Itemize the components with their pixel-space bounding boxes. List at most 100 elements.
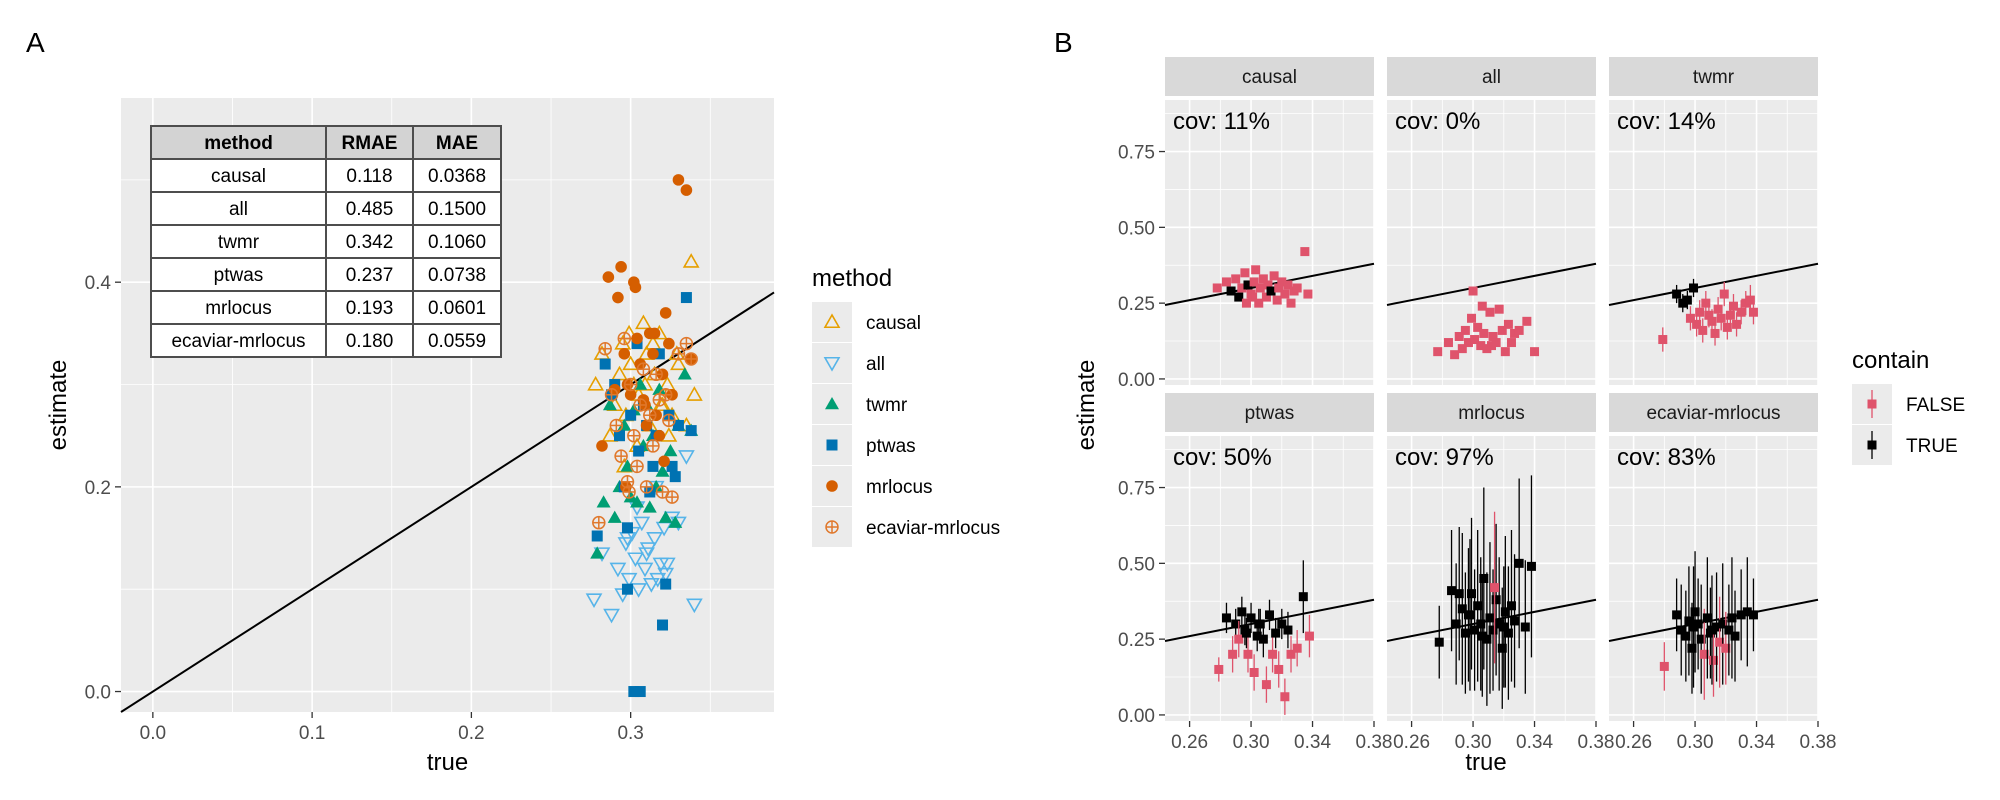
point-all [657, 567, 675, 583]
point [1500, 347, 1510, 357]
circle-plus-icon [825, 520, 839, 534]
point-all [685, 598, 703, 614]
facet-strip-label: all [1482, 67, 1501, 88]
y-tick-label: 0.75 [1118, 143, 1155, 164]
point [1715, 637, 1725, 647]
point-ecaviar-mrlocus [633, 398, 647, 412]
table-cell: ecaviar-mrlocus [171, 331, 305, 352]
point [1212, 283, 1222, 293]
point-all [633, 516, 651, 532]
point [1252, 631, 1262, 641]
point [1530, 347, 1540, 357]
point [1298, 592, 1308, 602]
point [1237, 283, 1247, 293]
x-tick-label: 0.38 [1578, 732, 1615, 753]
table-cell: 0.485 [346, 199, 394, 220]
data-points [585, 174, 703, 698]
x-tick-label: 0.30 [1233, 732, 1270, 753]
table-cell: 0.1500 [428, 199, 486, 220]
coverage-label: cov: 83% [1617, 444, 1716, 471]
facet-background [1387, 436, 1596, 721]
point [1491, 595, 1501, 605]
point [1457, 344, 1467, 354]
point [1451, 619, 1461, 629]
point-mrlocus [647, 348, 659, 360]
point-mrlocus [653, 429, 666, 442]
y-axis-title: estimate [45, 360, 72, 451]
point-ptwas [660, 578, 672, 590]
point [1485, 613, 1495, 623]
point-twmr [602, 398, 617, 411]
point [1434, 637, 1444, 647]
point [1246, 613, 1256, 623]
panel-a-chart: method RMAE MAE causal 0.118 0.0368 all 0.485 0.… [45, 98, 775, 776]
point-all [658, 557, 676, 573]
point [1237, 607, 1247, 617]
point-ecaviar-mrlocus [649, 367, 663, 382]
point-twmr [630, 495, 645, 508]
facet-strip-label: ptwas [1245, 403, 1295, 424]
point [1274, 283, 1284, 293]
point [1497, 325, 1507, 335]
point-causal [685, 386, 703, 401]
open-triangle-up-icon [823, 313, 841, 329]
point [1506, 338, 1516, 348]
point [1742, 607, 1752, 617]
point [1231, 619, 1241, 629]
x-axis: 0.0 0.1 0.2 0.3 [140, 712, 644, 744]
point [1499, 622, 1509, 632]
panel-b-label: B [1054, 27, 1073, 58]
point [1243, 280, 1253, 290]
point-all [585, 593, 603, 609]
x-tick-label: 0.34 [1516, 732, 1553, 753]
point-ptwas [672, 419, 684, 431]
point [1248, 292, 1258, 302]
point [1261, 292, 1271, 302]
point [1454, 589, 1464, 599]
point [1689, 283, 1699, 293]
point [1272, 295, 1282, 305]
facet-background [1165, 436, 1374, 721]
table-cell: 0.193 [346, 298, 394, 319]
facet-background [1165, 100, 1374, 385]
identity-line [1386, 262, 1597, 306]
point-mrlocus [624, 388, 637, 401]
point [1701, 298, 1711, 308]
facet-all: all cov: 0% [1386, 57, 1597, 385]
point [1286, 298, 1296, 308]
x-tick-label: 0.30 [1455, 732, 1492, 753]
coverage-label: cov: 0% [1395, 108, 1480, 135]
point-all [678, 450, 695, 465]
x-tick-label: 0.34 [1294, 732, 1331, 753]
x-tick-label: 0.26 [1171, 732, 1208, 753]
point-ecaviar-mrlocus [671, 347, 686, 361]
point-causal [601, 427, 619, 442]
point [1467, 313, 1477, 323]
y-tick-label: 0.0 [85, 683, 111, 704]
point [1526, 561, 1536, 571]
point-all [617, 537, 635, 552]
point-ecaviar-mrlocus [665, 490, 679, 504]
point [1228, 649, 1238, 659]
open-triangle-down-icon [823, 356, 841, 372]
point [1736, 307, 1746, 317]
x-tick-label: 0.1 [299, 723, 325, 744]
point-mrlocus [615, 261, 627, 273]
legend-label: twmr [866, 395, 908, 416]
point [1672, 289, 1682, 299]
point-causal [670, 355, 687, 371]
point-mrlocus [631, 332, 643, 345]
x-tick-label: 0.2 [458, 723, 484, 744]
point-ptwas [653, 348, 665, 360]
point [1476, 341, 1486, 351]
point [1745, 295, 1755, 305]
point [1494, 619, 1504, 629]
legend-label: ecaviar-mrlocus [866, 518, 1000, 539]
point [1231, 274, 1241, 284]
point-ptwas [634, 686, 646, 698]
point-ptwas [625, 409, 637, 421]
legend-label: causal [866, 313, 921, 334]
point-twmr [596, 495, 611, 508]
point [1713, 304, 1723, 314]
point [1748, 307, 1758, 317]
